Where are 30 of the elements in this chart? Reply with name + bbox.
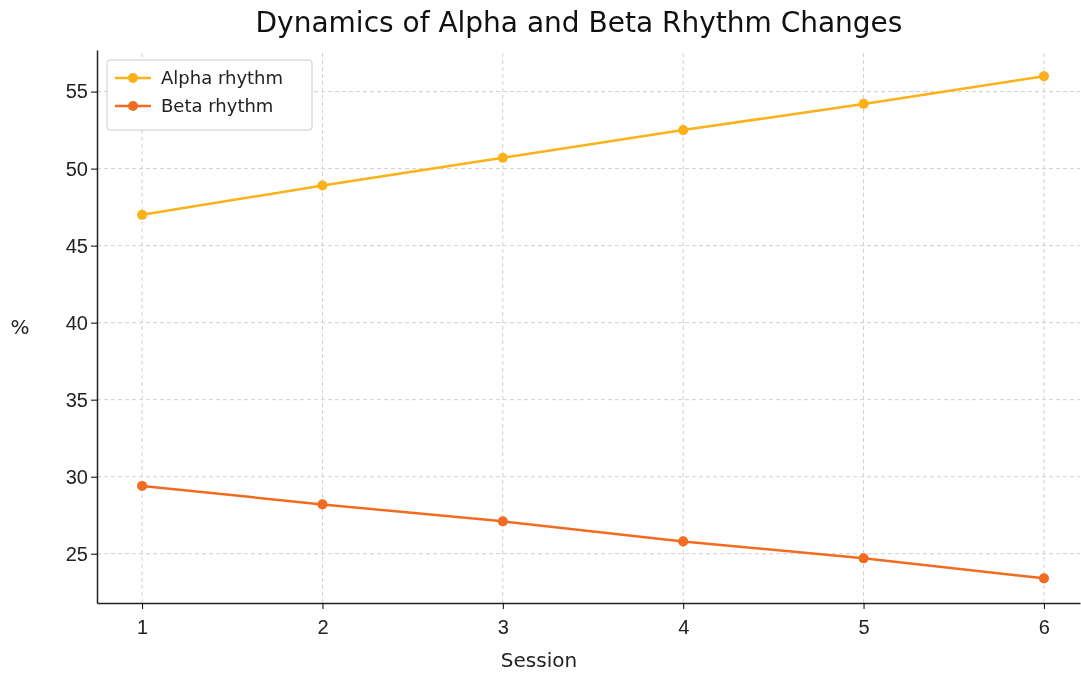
y-tick-label: 35 — [65, 388, 88, 411]
y-tick-label: 25 — [65, 542, 88, 565]
chart-title: Dynamics of Alpha and Beta Rhythm Changes — [255, 6, 903, 39]
x-tick-label: 5 — [858, 616, 870, 638]
x-tick-label: 6 — [1038, 616, 1050, 638]
y-tick-label: 55 — [65, 80, 88, 103]
point — [678, 536, 689, 547]
point — [137, 480, 148, 491]
point — [497, 516, 508, 527]
y-tick-label: 30 — [65, 465, 88, 488]
point — [137, 209, 148, 220]
y-tick-label: 40 — [65, 311, 88, 334]
y-tick-label: 50 — [65, 157, 88, 180]
legend-label: Alpha rhythm — [161, 67, 284, 88]
x-tick-label: 3 — [497, 616, 509, 638]
x-tick-label: 2 — [317, 616, 329, 638]
x-tick-label: 4 — [678, 616, 690, 638]
point — [858, 98, 869, 109]
legend-label: Beta rhythm — [161, 95, 274, 116]
point — [317, 499, 328, 510]
x-tick-label: 1 — [137, 616, 149, 638]
point — [1038, 71, 1049, 82]
point — [858, 553, 869, 564]
point — [497, 152, 508, 163]
y-axis-title: % — [10, 314, 30, 339]
point — [1038, 573, 1049, 584]
y-tick-label: 45 — [65, 234, 88, 257]
x-axis-title: Session — [500, 648, 578, 672]
point — [317, 180, 328, 191]
point — [678, 125, 689, 136]
